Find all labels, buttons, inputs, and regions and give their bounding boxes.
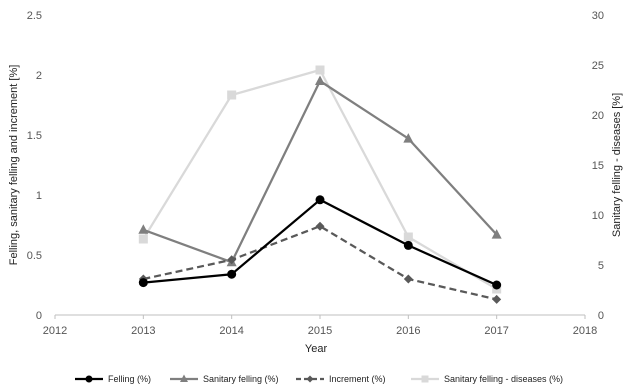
- x-tick-label: 2015: [308, 325, 332, 337]
- legend-marker: [306, 375, 314, 383]
- x-tick-label: 2016: [396, 325, 420, 337]
- data-point: [491, 229, 502, 239]
- y-tick-label-right: 5: [598, 260, 604, 272]
- legend-label: Sanitary felling - diseases (%): [444, 374, 563, 384]
- series-line: [143, 225, 497, 301]
- series-0: [138, 195, 502, 290]
- data-point: [492, 294, 502, 304]
- x-tick-label: 2013: [131, 325, 155, 337]
- data-point: [315, 65, 325, 75]
- legend-label: Sanitary felling (%): [203, 374, 279, 384]
- data-point: [138, 224, 149, 234]
- legend-item: Sanitary felling (%): [170, 374, 279, 384]
- y-tick-label-left: 2.5: [27, 10, 42, 22]
- y-tick-label-right: 0: [598, 310, 604, 322]
- data-point: [403, 240, 413, 250]
- y-axis-title-left: Felling, sanitary felling and increment …: [8, 65, 20, 266]
- x-axis-title: Year: [305, 343, 328, 355]
- x-tick-label: 2012: [43, 325, 67, 337]
- legend-item: Sanitary felling - diseases (%): [411, 374, 563, 384]
- data-point: [138, 278, 148, 288]
- legend: Felling (%) Sanitary felling (%) Increment…: [75, 374, 563, 384]
- series-line: [142, 68, 498, 290]
- series-line: [143, 198, 498, 287]
- y-tick-label-right: 10: [592, 210, 604, 222]
- y-tick-label-left: 1: [36, 190, 42, 202]
- legend-marker: [421, 375, 429, 383]
- x-tick-label: 2018: [573, 325, 597, 337]
- series-1: [138, 75, 502, 267]
- legend-marker: [180, 374, 188, 382]
- data-point: [315, 221, 325, 231]
- legend-item: Felling (%): [75, 374, 151, 384]
- data-point: [403, 232, 413, 242]
- data-point: [492, 280, 502, 290]
- data-point: [227, 269, 237, 279]
- legend-label: Felling (%): [108, 374, 151, 384]
- data-point: [227, 90, 237, 100]
- legend-item: Increment (%): [296, 374, 386, 384]
- series-layer: [138, 65, 502, 304]
- y-tick-label-right: 25: [592, 60, 604, 72]
- series-line: [142, 79, 498, 264]
- y-tick-label-left: 0.5: [27, 250, 42, 262]
- x-tick-label: 2017: [484, 325, 508, 337]
- y-tick-label-right: 15: [592, 160, 604, 172]
- data-point: [315, 75, 325, 85]
- data-point: [403, 133, 414, 143]
- x-tick-label: 2014: [219, 325, 243, 337]
- series-2: [138, 221, 502, 304]
- data-point: [315, 195, 325, 205]
- data-point: [227, 255, 237, 265]
- y-axis-title-right: Sanitary felling - diseases [%]: [611, 93, 623, 237]
- y-tick-label-left: 2: [36, 70, 42, 82]
- axes: 2012 2013 2014 2015 2016 2017 201800.511.522.5…: [27, 10, 604, 337]
- y-tick-label-right: 20: [592, 110, 604, 122]
- y-tick-label-right: 30: [592, 10, 604, 22]
- y-tick-label-left: 1.5: [27, 130, 42, 142]
- legend-label: Increment (%): [329, 374, 386, 384]
- data-point: [138, 234, 148, 244]
- data-point: [403, 274, 413, 284]
- y-tick-label-left: 0: [36, 310, 42, 322]
- legend-marker: [85, 375, 93, 383]
